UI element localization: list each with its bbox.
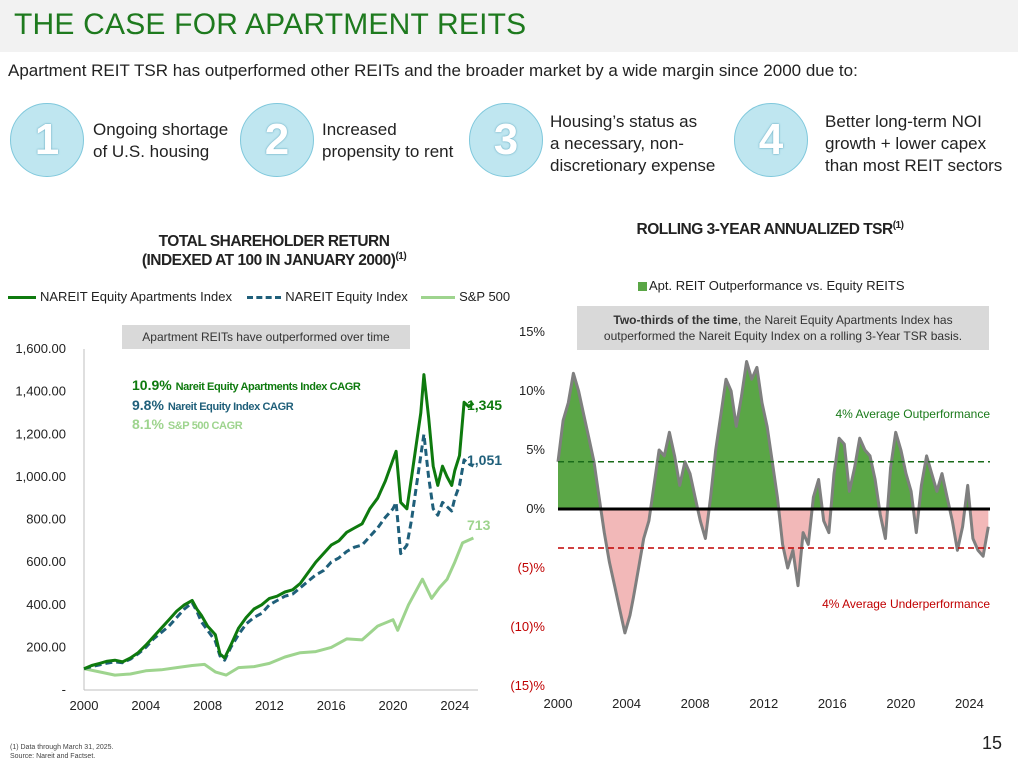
- reason-1-text: Ongoing shortage of U.S. housing: [93, 120, 229, 161]
- underperformance-area: [600, 509, 651, 633]
- reason-2: 2 Increased propensity to rent: [240, 101, 470, 177]
- avg-underperformance-label: 4% Average Underperformance: [822, 597, 990, 611]
- tsr-y-tick: 1,600.00: [15, 341, 66, 356]
- tsr-y-tick: 1,400.00: [15, 384, 66, 399]
- tsr-chart: 1,600.00 1,400.00 1,200.00 1,000.00 800.00 60…: [15, 341, 502, 713]
- tsr-y-tick: 200.00: [26, 639, 66, 654]
- outperformance-area: [918, 455, 950, 509]
- legend-apartments: NAREIT Equity Apartments Index: [8, 289, 232, 304]
- page-title: THE CASE FOR APARTMENT REITS: [14, 8, 527, 41]
- tsr-x-tick: 2020: [379, 698, 408, 713]
- legend-swatch-icon: [638, 282, 647, 292]
- tsr-y-tick: -: [62, 682, 66, 697]
- rolling-chart-title: ROLLING 3-YEAR ANNUALIZED TSR(1): [636, 220, 904, 239]
- reason-3-text: Housing’s status as a necessary, non-disc…: [550, 112, 716, 175]
- tsr-chart-title: TOTAL SHAREHOLDER RETURN (INDEXED AT 100…: [141, 233, 407, 270]
- tsr-x-tick: 2012: [255, 698, 284, 713]
- page-subtitle: Apartment REIT TSR has outperformed othe…: [8, 61, 858, 80]
- rolling-x-tick: 2008: [681, 696, 710, 711]
- rolling-x-tick: 2024: [955, 696, 984, 711]
- number-circle-icon: 3: [469, 103, 543, 177]
- rolling-x-tick: 2000: [544, 696, 573, 711]
- equity-index-line: [83, 432, 474, 671]
- apartments-line: [83, 373, 475, 671]
- legend-equity: NAREIT Equity Index: [247, 289, 408, 304]
- legend-sp500: S&P 500: [421, 289, 510, 304]
- reason-1: 1 Ongoing shortage of U.S. housing: [10, 101, 240, 177]
- outperformance-area: [812, 479, 823, 509]
- number-circle-icon: 2: [240, 103, 314, 177]
- avg-outperformance-label: 4% Average Outperformance: [835, 407, 990, 421]
- rolling-legend: Apt. REIT Outperformance vs. Equity REIT…: [638, 278, 905, 293]
- reason-2-text: Increased propensity to rent: [322, 120, 454, 161]
- rolling-y-tick: (10)%: [510, 619, 545, 634]
- rolling-y-tick: 0%: [526, 501, 545, 516]
- rolling-x-tick: 2004: [612, 696, 641, 711]
- tsr-x-tick: 2000: [70, 698, 99, 713]
- rolling-x-tick: 2020: [886, 696, 915, 711]
- series-end-label: 1,345: [467, 397, 502, 413]
- tsr-y-tick: 600.00: [26, 554, 66, 569]
- number-circle-icon: 1: [10, 103, 84, 177]
- rolling-y-tick: (15)%: [510, 678, 545, 693]
- underperformance-area: [778, 509, 813, 586]
- reason-4-text: Better long-term NOI growth + lower capex…: [825, 112, 1003, 175]
- rolling-callout: Two-thirds of the time, the Nareit Equit…: [577, 306, 989, 350]
- cagr-annotation: 10.9% Nareit Equity Apartments Index CAG…: [132, 377, 361, 393]
- number-circle-icon: 4: [734, 103, 808, 177]
- title-bar: THE CASE FOR APARTMENT REITS: [0, 0, 1018, 52]
- tsr-legend: NAREIT Equity Apartments Index NAREIT Eq…: [8, 289, 510, 304]
- page-number: 15: [981, 733, 1002, 753]
- rolling-y-tick: (5)%: [518, 560, 546, 575]
- tsr-x-tick: 2016: [317, 698, 346, 713]
- tsr-x-tick: 2004: [131, 698, 160, 713]
- tsr-y-tick: 400.00: [26, 597, 66, 612]
- sp500-line: [83, 536, 475, 677]
- reason-3: 3 Housing’s status as a necessary, non-di…: [469, 101, 729, 177]
- tsr-x-tick: 2024: [440, 698, 469, 713]
- cagr-annotation: 8.1% S&P 500 CAGR: [132, 416, 243, 432]
- series-end-label: 713: [467, 517, 491, 533]
- footnote-source: Source: Nareit and Factset.: [10, 753, 96, 760]
- rolling-x-tick: 2016: [818, 696, 847, 711]
- outperformance-area: [830, 438, 880, 509]
- cagr-annotation: 9.8% Nareit Equity Index CAGR: [132, 397, 294, 413]
- outperformance-area: [650, 432, 698, 509]
- rolling-tsr-chart: 4% Average Outperformance 4% Average Unde…: [510, 324, 990, 711]
- tsr-y-tick: 1,200.00: [15, 426, 66, 441]
- series-end-label: 1,051: [467, 452, 502, 468]
- rolling-y-tick: 5%: [526, 442, 545, 457]
- rolling-y-tick: 10%: [519, 383, 545, 398]
- tsr-y-tick: 800.00: [26, 512, 66, 527]
- reason-4: 4 Better long-term NOI growth + lower cap…: [734, 101, 1014, 177]
- rolling-y-tick: 15%: [519, 324, 545, 339]
- tsr-callout: Apartment REITs have outperformed over t…: [122, 325, 410, 349]
- outperformance-area: [558, 373, 601, 509]
- tsr-y-tick: 1,000.00: [15, 469, 66, 484]
- tsr-x-tick: 2008: [193, 698, 222, 713]
- rolling-x-tick: 2012: [749, 696, 778, 711]
- footnote-1: (1) Data through March 31, 2025.: [10, 744, 114, 751]
